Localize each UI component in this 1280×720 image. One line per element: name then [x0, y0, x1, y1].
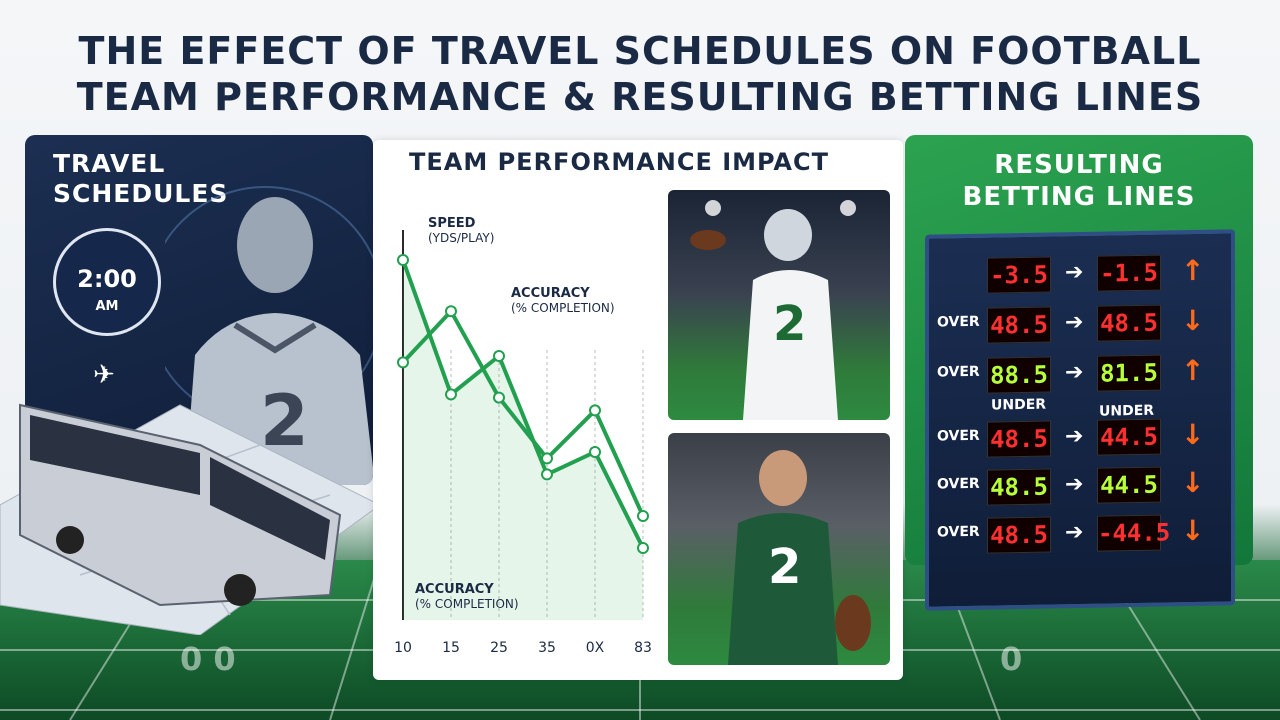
airplane-icon: ✈: [93, 360, 115, 390]
arrow-right-icon: ➔: [1065, 259, 1084, 286]
arrow-down-icon: ↓: [1181, 303, 1205, 338]
row-label: OVER: [937, 427, 980, 445]
betting-row-6: OVER 48.5 ➔ -44.5 ↓: [937, 510, 1223, 555]
arrow-down-icon: ↓: [1181, 513, 1205, 548]
betting-row-4: OVER 48.5 ➔ 44.5 ↓: [937, 414, 1223, 459]
arrow-right-icon: ➔: [1065, 423, 1084, 450]
row-label: OVER: [937, 523, 980, 541]
accuracy-top-label: ACCURACY: [511, 286, 590, 301]
row-label: OVER: [937, 313, 980, 331]
line-from: 48.5: [987, 306, 1051, 344]
line-from: 88.5: [987, 356, 1051, 394]
clock-ampm: AM: [95, 299, 119, 314]
line-from: -3.5: [987, 256, 1051, 294]
arrow-down-icon: ↓: [1181, 417, 1205, 452]
betting-row-1: -3.5 ➔ -1.5 ↑: [937, 250, 1223, 295]
series-area: [403, 260, 643, 620]
x-tick-label: 0X: [586, 640, 605, 656]
chart-label-speed: SPEED (YDS/PLAY): [428, 216, 494, 245]
speed-label: SPEED: [428, 216, 476, 231]
row-label: [937, 264, 987, 265]
line-to: -1.5: [1097, 254, 1161, 292]
row-label: OVER: [937, 475, 980, 493]
data-point: [589, 446, 601, 458]
data-point: [397, 356, 409, 369]
photo1-jersey-number: 2: [773, 296, 806, 352]
arrow-right-icon: ➔: [1065, 519, 1084, 546]
series-line-2: [401, 307, 645, 517]
betting-title-line1: RESULTING: [994, 150, 1164, 180]
data-point: [445, 388, 457, 401]
chart-label-accuracy-top: ACCURACY (% COMPLETION): [511, 286, 615, 315]
accuracy-bottom-label: ACCURACY: [415, 582, 494, 597]
data-point: [493, 391, 505, 404]
chart-label-accuracy-bottom: ACCURACY (% COMPLETION): [415, 582, 519, 611]
svg-text:0: 0: [1000, 640, 1022, 678]
data-point: [493, 350, 505, 362]
data-point: [637, 542, 649, 554]
line-to: 44.5: [1097, 418, 1161, 456]
line-to: 44.5: [1097, 466, 1161, 504]
performance-title: TEAM PERFORMANCE IMPACT: [409, 148, 829, 176]
arrow-right-icon: ➔: [1065, 359, 1084, 386]
player-jersey-number: 2: [260, 380, 309, 462]
betting-scoreboard: -3.5 ➔ -1.5 ↑ OVER 48.5 ➔ 48.5 ↓ OVER 88…: [925, 229, 1235, 611]
frustrated-player-figure: 2: [728, 450, 871, 665]
arrow-right-icon: ➔: [1065, 471, 1084, 498]
performance-chart: 10 15 25 35 0X 83: [394, 230, 652, 656]
series-line-1: [401, 259, 645, 549]
page-title-line2: TEAM PERFORMANCE & RESULTING BETTING LIN…: [76, 75, 1204, 119]
line-from: 48.5: [987, 516, 1051, 554]
line-to: 81.5: [1097, 354, 1161, 392]
line-to: 48.5: [1097, 304, 1161, 342]
betting-row-3: OVER 88.5 ➔ 81.5 ↑: [937, 350, 1223, 395]
line-from: 48.5: [987, 420, 1051, 458]
arrow-right-icon: ➔: [1065, 309, 1084, 336]
speed-unit: (YDS/PLAY): [428, 231, 495, 245]
player-frustrated-photo: 2: [668, 433, 890, 665]
clock-time: 2:00: [77, 265, 137, 293]
line-from: 48.5: [987, 468, 1051, 506]
arrow-down-icon: ↓: [1181, 465, 1205, 500]
data-point: [397, 254, 409, 266]
under-label-left: UNDER: [991, 396, 1047, 414]
accuracy-bottom-unit: (% COMPLETION): [415, 597, 519, 611]
photo2-jersey-number: 2: [768, 539, 801, 595]
page-title: THE EFFECT OF TRAVEL SCHEDULES ON FOOTBA…: [0, 28, 1280, 120]
quarterback-photo: 2: [668, 190, 890, 420]
betting-title-line2: BETTING LINES: [962, 182, 1196, 212]
clock-icon: 2:00 AM: [53, 228, 161, 336]
x-tick-label: 25: [490, 640, 508, 656]
performance-panel: TEAM PERFORMANCE IMPACT 10 15 25 35 0X 83 SPE…: [373, 140, 903, 680]
x-tick-label: 35: [538, 640, 556, 656]
data-point: [541, 452, 553, 465]
betting-row-2: OVER 48.5 ➔ 48.5 ↓: [937, 300, 1223, 345]
page-title-line1: THE EFFECT OF TRAVEL SCHEDULES ON FOOTBA…: [78, 29, 1202, 73]
travel-title-line2: SCHEDULES: [53, 179, 229, 208]
line-to: -44.5: [1097, 514, 1170, 552]
betting-title: RESULTING BETTING LINES: [905, 149, 1253, 213]
betting-row-5: OVER 48.5 ➔ 44.5 ↓: [937, 462, 1223, 507]
data-point: [445, 305, 457, 318]
row-label: OVER: [937, 363, 980, 381]
data-point: [541, 468, 553, 481]
svg-text:0 0: 0 0: [180, 640, 236, 678]
data-point: [637, 510, 649, 522]
arrow-up-icon: ↑: [1181, 353, 1205, 388]
accuracy-top-unit: (% COMPLETION): [511, 301, 615, 315]
x-tick-label: 15: [442, 640, 460, 656]
bus-illustration: [0, 403, 380, 635]
quarterback-figure: 2: [690, 200, 856, 420]
travel-title: TRAVEL SCHEDULES: [53, 149, 228, 209]
data-point: [589, 404, 601, 417]
x-tick-label: 10: [394, 640, 412, 656]
x-tick-label: 83: [634, 640, 652, 656]
travel-title-line1: TRAVEL: [53, 149, 166, 178]
arrow-up-icon: ↑: [1181, 253, 1205, 288]
